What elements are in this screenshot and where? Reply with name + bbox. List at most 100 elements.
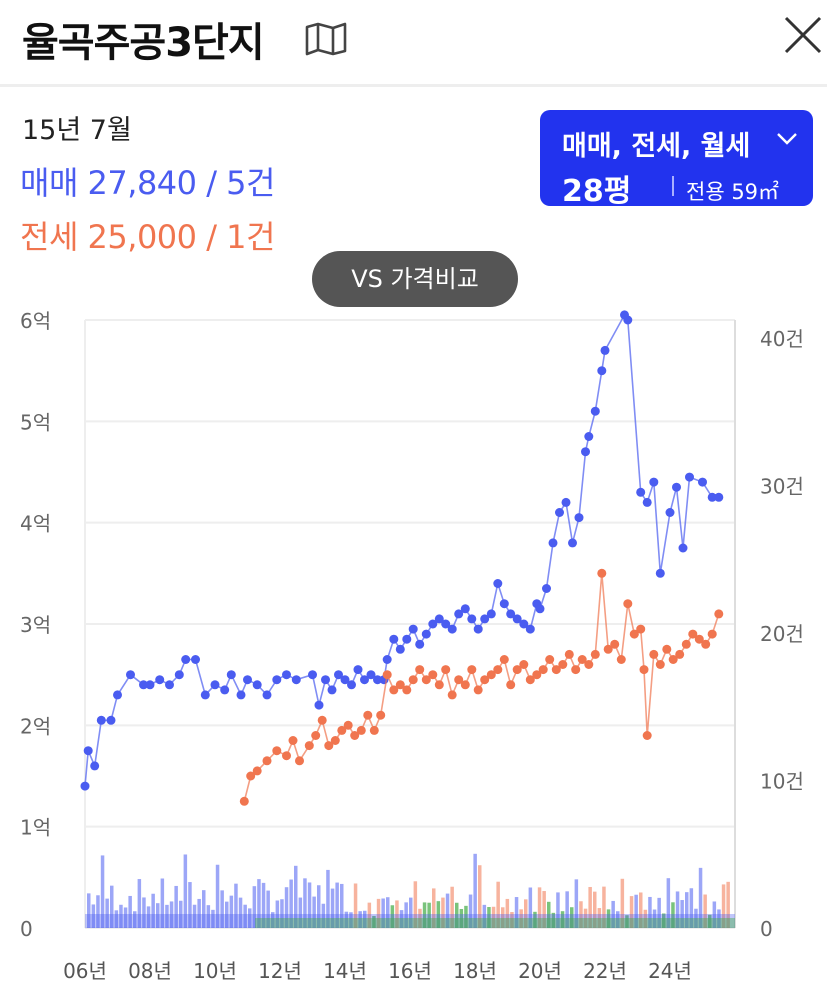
data-point xyxy=(308,670,317,680)
data-point xyxy=(681,639,691,649)
data-point xyxy=(434,680,444,690)
volume-bar xyxy=(280,899,284,928)
volume-bar xyxy=(616,911,620,928)
data-point xyxy=(402,685,412,695)
volume-bar xyxy=(211,909,215,928)
deal-filter-button[interactable]: 매매, 전세, 월세 28평 전용 59㎡ xyxy=(540,110,813,209)
data-point xyxy=(321,675,330,685)
volume-bar xyxy=(432,888,436,928)
volume-bar xyxy=(307,882,312,928)
data-point xyxy=(473,685,483,695)
volume-bar xyxy=(717,909,721,928)
y-left-tick-label: 0 xyxy=(20,917,33,941)
volume-bar xyxy=(611,900,615,928)
volume-bar xyxy=(625,915,629,928)
volume-bar xyxy=(395,900,399,928)
map-icon[interactable] xyxy=(304,22,348,56)
data-point xyxy=(707,629,717,639)
data-point xyxy=(548,538,558,548)
data-point xyxy=(584,660,594,669)
price-chart[interactable]: 0 1억 2억 3억 4억 5억 6억 0 10건 20건 30건 40건 06년 08년 10년 12년 14… xyxy=(0,280,827,997)
volume-bar xyxy=(183,854,188,928)
data-point xyxy=(447,624,457,634)
selected-date: 15년 7월 xyxy=(22,115,132,146)
data-point xyxy=(262,690,272,700)
data-point xyxy=(636,624,646,634)
volume-bar xyxy=(91,904,96,928)
volume-bar xyxy=(579,901,583,928)
data-point xyxy=(467,665,477,675)
data-point xyxy=(382,670,392,680)
volume-bar xyxy=(473,853,477,928)
volume-bar xyxy=(478,865,482,928)
volume-bar xyxy=(275,900,280,928)
volume-bar xyxy=(344,911,349,928)
data-point xyxy=(83,746,93,756)
data-point xyxy=(252,680,262,690)
series-line-sale xyxy=(84,313,719,787)
volume-bar xyxy=(657,897,661,928)
data-point xyxy=(340,675,350,685)
data-point xyxy=(460,680,470,690)
volume-bar xyxy=(165,904,169,928)
volume-bar xyxy=(583,908,588,928)
data-point xyxy=(96,715,106,725)
volume-bar xyxy=(257,879,261,928)
data-point xyxy=(454,675,464,685)
volume-bar xyxy=(602,886,606,928)
volume-bar xyxy=(390,905,395,928)
data-point xyxy=(155,675,165,685)
volume-bar xyxy=(588,886,592,928)
volume-bar xyxy=(593,891,597,928)
volume-bar xyxy=(694,908,698,928)
data-point xyxy=(486,670,496,680)
volume-bar xyxy=(114,910,119,928)
data-point xyxy=(369,725,379,735)
data-point xyxy=(191,655,200,664)
data-point xyxy=(714,609,724,619)
data-point xyxy=(568,538,577,548)
vs-compare-button[interactable]: VS 가격비교 xyxy=(312,251,518,307)
volume-bar xyxy=(133,911,137,928)
y-left-tick-label: 4억 xyxy=(20,512,51,536)
volume-bar xyxy=(266,890,270,928)
data-point xyxy=(295,756,304,766)
data-point xyxy=(415,639,425,649)
close-icon[interactable] xyxy=(782,14,824,56)
data-point xyxy=(600,345,610,355)
data-point xyxy=(649,477,659,487)
volume-bar xyxy=(560,911,565,928)
data-point xyxy=(428,670,438,680)
volume-bar xyxy=(482,904,487,928)
data-point xyxy=(545,655,555,664)
y-right-tick-label: 10건 xyxy=(760,770,804,794)
volume-bar xyxy=(188,882,192,928)
data-point xyxy=(542,584,551,593)
volume-bar xyxy=(574,879,579,928)
data-point xyxy=(343,720,353,730)
data-point xyxy=(389,634,399,644)
data-point xyxy=(434,614,444,624)
volume-bar xyxy=(386,897,390,928)
volume-bar xyxy=(445,893,450,928)
volume-bar xyxy=(229,895,234,928)
data-point xyxy=(603,644,613,654)
volume-bar xyxy=(312,896,316,928)
data-point xyxy=(311,731,321,740)
data-point xyxy=(327,685,337,695)
data-point xyxy=(678,543,688,553)
page-title: 율곡주공3단지 xyxy=(22,20,265,66)
data-point xyxy=(408,624,418,634)
volume-bar xyxy=(464,905,468,928)
x-tick-label: 16년 xyxy=(388,959,432,983)
volume-bar xyxy=(96,895,100,928)
volume-bar xyxy=(468,894,473,928)
y-right-tick-label: 30건 xyxy=(760,475,804,499)
area-label: 전용 59㎡ xyxy=(686,180,780,204)
volume-bar xyxy=(363,910,367,928)
data-point xyxy=(707,492,717,502)
volume-bar xyxy=(556,892,560,928)
y-right-tick-label: 20건 xyxy=(760,622,804,646)
volume-bar xyxy=(510,912,514,928)
data-point xyxy=(662,644,672,654)
